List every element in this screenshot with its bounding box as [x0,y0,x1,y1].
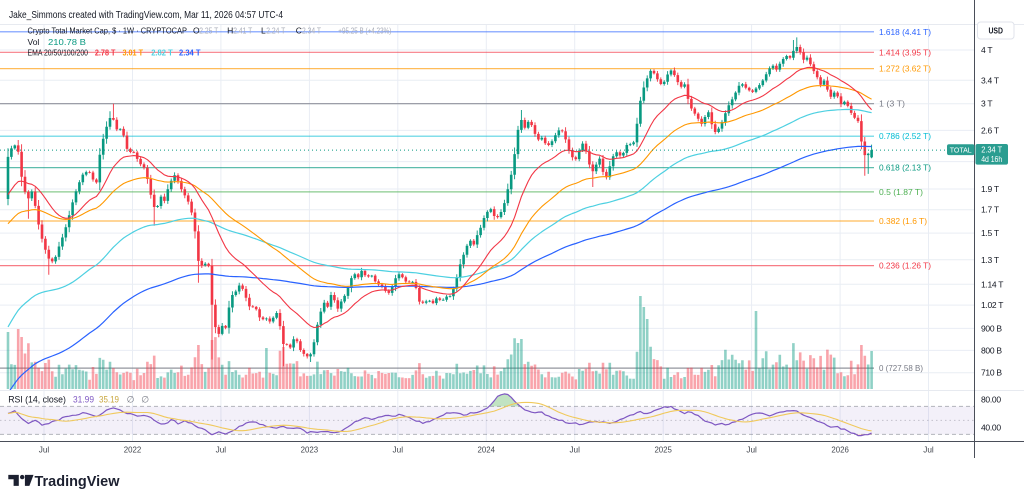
svg-text:TOTAL: TOTAL [950,145,972,154]
svg-text:1.02 T: 1.02 T [981,300,1003,310]
svg-text:TradingView: TradingView [35,474,121,490]
svg-text:0.236 (1.26 T): 0.236 (1.26 T) [879,261,931,271]
svg-text:∅: ∅ [127,394,135,404]
svg-text:2024: 2024 [478,445,496,455]
svg-text:3 T: 3 T [981,99,992,109]
svg-text:2.34 T: 2.34 T [981,146,1002,155]
svg-text:2.41 T: 2.41 T [233,26,252,36]
svg-text:1 (3 T): 1 (3 T) [879,99,905,109]
svg-text:40.00: 40.00 [981,422,1001,432]
svg-text:0.5 (1.87 T): 0.5 (1.87 T) [879,187,923,197]
svg-text:900 B: 900 B [981,323,1002,333]
svg-text:1.618 (4.41 T): 1.618 (4.41 T) [879,27,931,37]
svg-text:Jul: Jul [39,445,50,455]
svg-text:2.24 T: 2.24 T [266,26,285,36]
svg-text:3.4 T: 3.4 T [981,75,999,85]
svg-text:80.00: 80.00 [981,394,1001,404]
svg-text:2.6 T: 2.6 T [981,125,999,135]
svg-text:0.786 (2.52 T): 0.786 (2.52 T) [879,131,931,141]
svg-text:1.414 (3.95 T): 1.414 (3.95 T) [879,47,931,57]
svg-text:710 B: 710 B [981,368,1002,378]
svg-text:∅: ∅ [141,394,149,404]
svg-text:800 B: 800 B [981,345,1002,355]
svg-text:C: C [296,26,302,36]
svg-text:EMA 20/50/100/200: EMA 20/50/100/200 [28,48,89,58]
svg-text:4 T: 4 T [981,45,992,55]
svg-text:2.34 T: 2.34 T [179,48,201,58]
svg-text:1.7 T: 1.7 T [981,205,999,215]
svg-text:USD: USD [988,26,1003,36]
svg-text:Vol: Vol [28,37,40,47]
svg-text:2022: 2022 [124,445,142,455]
svg-text:RSI (14, close): RSI (14, close) [8,394,66,404]
svg-text:2026: 2026 [831,445,849,455]
svg-text:4d 16h: 4d 16h [981,155,1002,164]
svg-text:Jul: Jul [569,445,580,455]
svg-text:1.14 T: 1.14 T [981,279,1003,289]
svg-text:1.5 T: 1.5 T [981,228,999,238]
svg-text:+95.25 B (+4.23%): +95.25 B (+4.23%) [338,26,391,36]
svg-text:3.01 T: 3.01 T [123,48,144,58]
svg-text:H: H [227,26,233,36]
svg-text:O: O [193,26,200,36]
svg-text:1.272 (3.62 T): 1.272 (3.62 T) [879,64,931,74]
svg-text:2.78 T: 2.78 T [95,48,116,58]
svg-text:1.9 T: 1.9 T [981,184,999,194]
svg-text:0 (727.58 B): 0 (727.58 B) [879,363,923,373]
svg-text:0.618 (2.13 T): 0.618 (2.13 T) [879,163,931,173]
svg-text:0.382 (1.6 T): 0.382 (1.6 T) [879,216,927,226]
svg-text:2.25 T: 2.25 T [199,26,218,36]
svg-text:2.34 T: 2.34 T [302,26,321,36]
svg-text:Jul: Jul [216,445,227,455]
svg-text:35.19: 35.19 [99,394,119,404]
svg-text:Jul: Jul [923,445,934,455]
svg-text:Crypto Total Market Cap, $ · 1: Crypto Total Market Cap, $ · 1W · CRYPTO… [28,26,188,36]
svg-text:2.82 T: 2.82 T [151,48,173,58]
svg-text:2025: 2025 [654,445,672,455]
svg-text:Jul: Jul [393,445,404,455]
svg-text:Jake_Simmons created with Trad: Jake_Simmons created with TradingView.co… [9,10,283,21]
svg-text:210.78 B: 210.78 B [48,37,86,47]
svg-text:2023: 2023 [301,445,319,455]
svg-text:L: L [261,26,266,36]
svg-text:1.3 T: 1.3 T [981,255,999,265]
svg-text:Jul: Jul [746,445,757,455]
svg-text:31.99: 31.99 [73,394,94,404]
